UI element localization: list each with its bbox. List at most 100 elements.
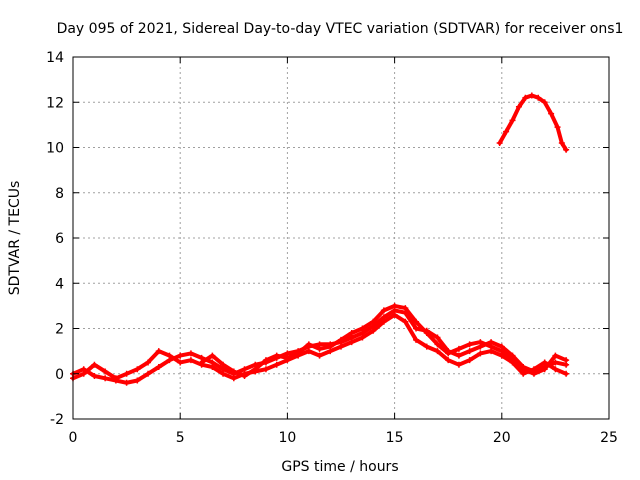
data-point-marker <box>535 94 542 101</box>
data-point-marker <box>134 377 141 384</box>
data-point-marker <box>541 99 548 106</box>
y-tick-label: 10 <box>46 141 64 157</box>
data-point-marker <box>273 361 280 368</box>
y-tick-label: 2 <box>55 322 64 338</box>
data-point-marker <box>466 357 473 364</box>
data-point-marker <box>198 359 205 366</box>
data-point-marker <box>91 373 98 380</box>
chart-title: Day 095 of 2021, Sidereal Day-to-day VTE… <box>57 21 624 37</box>
data-point-marker <box>391 302 398 309</box>
data-point-marker <box>548 110 555 117</box>
data-point-marker <box>520 366 527 373</box>
data-point-marker <box>123 370 130 377</box>
data-point-marker <box>166 352 173 359</box>
data-point-marker <box>209 352 216 359</box>
y-tick-label: 4 <box>55 276 64 292</box>
data-point-marker <box>145 370 152 377</box>
data-point-marker <box>496 139 503 146</box>
data-point-marker <box>541 359 548 366</box>
data-point-marker <box>552 366 559 373</box>
data-point-marker <box>541 366 548 373</box>
data-point-marker <box>134 366 141 373</box>
x-tick-label: 15 <box>386 430 404 446</box>
data-point-marker <box>423 343 430 350</box>
data-point-marker <box>503 128 510 135</box>
data-point-marker <box>91 361 98 368</box>
data-point-marker <box>552 359 559 366</box>
data-point-marker <box>466 348 473 355</box>
data-point-marker <box>359 325 366 332</box>
data-point-marker <box>230 368 237 375</box>
data-point-marker <box>509 357 516 364</box>
data-point-marker <box>80 370 87 377</box>
data-point-marker <box>305 348 312 355</box>
data-point-marker <box>220 370 227 377</box>
data-point-marker <box>413 318 420 325</box>
x-tick-label: 0 <box>69 430 78 446</box>
data-point-marker <box>477 339 484 346</box>
data-point-marker <box>316 345 323 352</box>
data-point-marker <box>434 334 441 341</box>
data-point-marker <box>273 352 280 359</box>
data-point-marker <box>434 348 441 355</box>
y-tick-label: 8 <box>55 186 64 202</box>
data-point-marker <box>455 345 462 352</box>
data-point-marker <box>380 307 387 314</box>
data-point-marker <box>102 375 109 382</box>
y-tick-label: 6 <box>55 231 64 247</box>
data-point-marker <box>413 336 420 343</box>
data-point-marker <box>554 124 561 131</box>
data-point-marker <box>338 343 344 350</box>
data-point-marker <box>391 311 398 318</box>
y-tick-label: 0 <box>55 367 64 383</box>
data-point-marker <box>434 341 441 348</box>
data-point-marker <box>177 352 184 359</box>
data-point-marker <box>413 325 420 332</box>
data-point-marker <box>380 318 387 325</box>
axis-ticks <box>72 56 610 420</box>
data-point-marker <box>305 341 312 348</box>
data-point-marker <box>455 361 462 368</box>
data-point-marker <box>327 343 334 350</box>
data-point-marker <box>423 330 430 337</box>
y-axis-label: SDTVAR / TECUs <box>7 181 23 296</box>
grid-lines <box>73 57 609 419</box>
y-tick-label: 14 <box>46 50 64 66</box>
data-point-marker <box>145 359 152 366</box>
x-tick-label: 20 <box>493 430 511 446</box>
data-series-group <box>70 92 570 386</box>
data-point-marker <box>370 318 377 325</box>
data-point-marker <box>316 352 323 359</box>
data-point-marker <box>466 341 473 348</box>
y-tick-label: 12 <box>46 95 64 111</box>
data-point-marker <box>558 139 565 146</box>
data-point-marker <box>295 350 302 357</box>
data-point-marker <box>241 373 248 380</box>
data-point-marker <box>445 357 452 364</box>
data-point-marker <box>338 336 344 343</box>
data-point-marker <box>123 379 130 386</box>
x-tick-label: 25 <box>600 430 618 446</box>
data-point-marker <box>187 350 194 357</box>
data-point-marker <box>230 375 237 382</box>
data-point-marker <box>102 368 109 375</box>
data-point-marker <box>488 343 495 350</box>
data-point-marker <box>262 366 269 373</box>
data-point-marker <box>112 375 119 382</box>
data-point-marker <box>155 348 162 355</box>
x-tick-label: 5 <box>176 430 185 446</box>
data-point-marker <box>563 146 570 153</box>
data-point-marker <box>370 327 377 334</box>
data-point-marker <box>262 357 269 364</box>
data-point-marker <box>515 103 522 110</box>
data-point-marker <box>552 352 559 359</box>
x-tick-label: 10 <box>278 430 296 446</box>
data-point-marker <box>445 350 452 357</box>
data-point-marker <box>252 366 259 373</box>
data-point-marker <box>402 318 409 325</box>
data-point-marker <box>477 350 484 357</box>
data-point-marker <box>220 361 227 368</box>
data-point-marker <box>284 354 291 361</box>
data-point-marker <box>359 334 366 341</box>
